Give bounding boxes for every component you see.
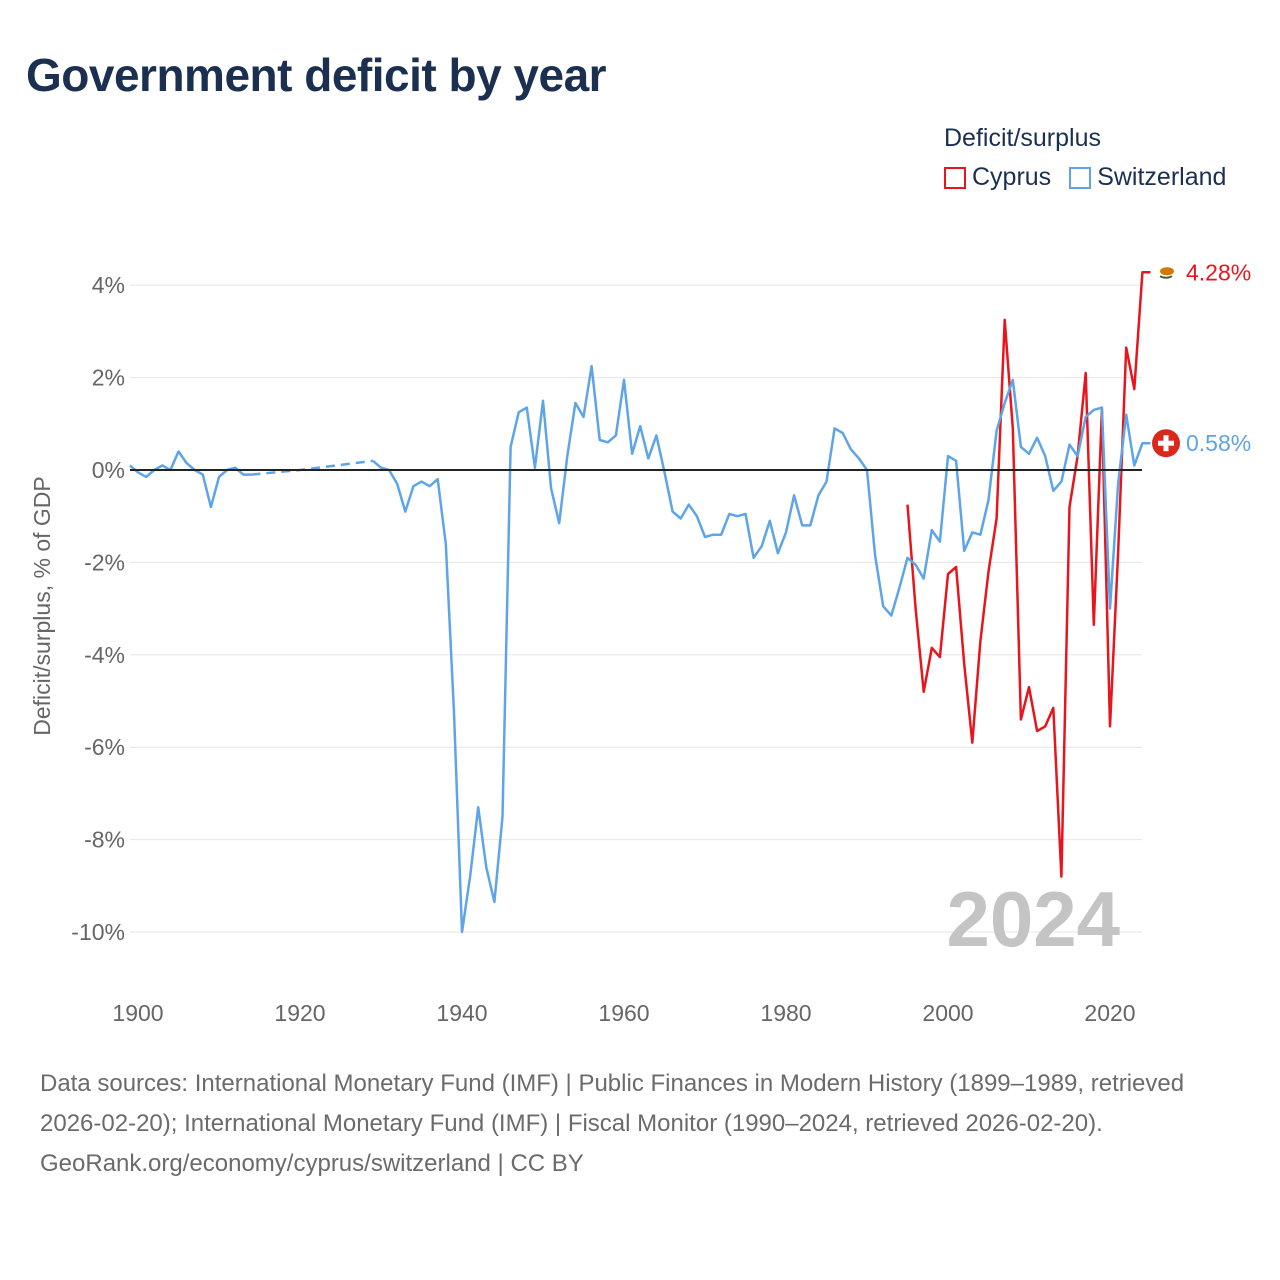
y-tick-label: 2% [92, 365, 125, 391]
legend-item-cyprus[interactable]: Cyprus [944, 163, 1051, 192]
attribution: GeoRank.org/economy/cyprus/switzerland |… [40, 1150, 584, 1177]
data-sources-note: Data sources: International Monetary Fun… [40, 1070, 1185, 1137]
y-tick-label: 4% [92, 272, 125, 298]
legend: Deficit/surplus Cyprus Switzerland [944, 124, 1226, 192]
legend-label-cyprus: Cyprus [972, 163, 1052, 191]
y-axis-label: Deficit/surplus, % of GDP [29, 476, 55, 735]
x-tick-label: 1900 [112, 1000, 163, 1026]
line-chart: 4% 2% 0% -2% -4% -6% -8% -10% 1900 1920 1940 1960 19… [29, 259, 1251, 1026]
x-tick-label: 1920 [274, 1000, 325, 1026]
cyprus-flag-icon [1157, 266, 1175, 279]
x-tick-label: 1940 [436, 1000, 487, 1026]
series-end-label-cyprus: 4.28% [1186, 259, 1251, 285]
x-tick-label: 2020 [1084, 1000, 1135, 1026]
series-line-switzerland-interpolated [251, 459, 374, 476]
legend-swatch-cyprus [944, 166, 966, 189]
y-tick-label: -10% [71, 919, 125, 945]
legend-label-switzerland: Switzerland [1097, 163, 1227, 191]
page-title: Government deficit by year [26, 49, 607, 101]
y-tick-label: -4% [84, 642, 125, 668]
y-tick-label: -8% [84, 827, 125, 853]
y-tick-label: 0% [92, 457, 125, 483]
legend-title: Deficit/surplus [944, 124, 1101, 152]
series-line-switzerland [129, 450, 252, 509]
legend-item-switzerland[interactable]: Switzerland [1069, 163, 1226, 192]
x-tick-label: 1980 [760, 1000, 811, 1026]
y-tick-label: -6% [84, 734, 125, 760]
series-end-label-switzerland: 0.58% [1186, 430, 1251, 456]
series-line-switzerland [372, 364, 1151, 934]
x-tick-label: 1960 [598, 1000, 649, 1026]
legend-swatch-switzerland [1069, 166, 1092, 189]
year-watermark: 2024 [946, 875, 1120, 963]
switzerland-flag-icon [1152, 429, 1180, 458]
y-tick-label: -2% [84, 549, 125, 575]
series-line-cyprus [906, 271, 1151, 878]
x-tick-label: 2000 [922, 1000, 973, 1026]
footer: Data sources: International Monetary Fun… [40, 1064, 1240, 1184]
